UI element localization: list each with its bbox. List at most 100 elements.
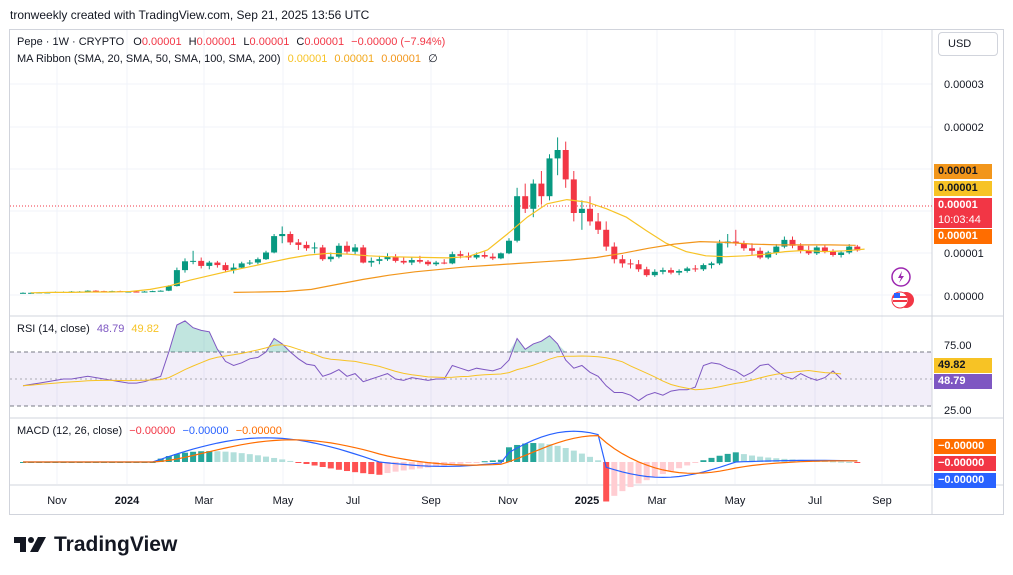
candle-body (570, 179, 577, 213)
candle-body (546, 158, 553, 197)
candle-body (335, 245, 342, 257)
candle-body (295, 242, 302, 245)
candle-body (20, 292, 26, 294)
macd-tag: −0.00000 (934, 473, 996, 488)
candle-body (416, 260, 423, 262)
macd-hist-bar (173, 454, 180, 462)
candle-body (230, 267, 237, 271)
candle-body (457, 254, 464, 256)
macd-hist-tag: −0.00000 (934, 439, 996, 454)
macd-signal-value: −0.00000 (235, 425, 282, 437)
lightning-icon[interactable] (891, 267, 911, 287)
macd-signal-tag: −0.00000 (934, 456, 996, 471)
macd-value: −0.00000 (182, 425, 229, 437)
candle-body (408, 260, 415, 263)
candle-body (603, 229, 610, 247)
sma-50-line (233, 240, 856, 293)
candles (20, 137, 861, 294)
macd-hist-bar (465, 462, 472, 463)
candle-body (392, 256, 399, 261)
candle-body (830, 251, 836, 255)
tradingview-logo[interactable]: TradingView (12, 533, 177, 557)
macd-hist-bar (254, 455, 261, 462)
rsi-overbought-area (168, 320, 566, 352)
macd-hist-bar (659, 462, 666, 475)
macd-hist-bar (538, 443, 545, 462)
candle-body (489, 256, 496, 259)
macd-hist-bar (854, 462, 861, 463)
macd-hist-bar (360, 462, 367, 474)
candle-body (222, 265, 229, 271)
macd-hist-value: −0.00000 (129, 425, 176, 437)
signal-line (23, 434, 858, 474)
macd-legend[interactable]: MACD (12, 26, close) −0.00000 −0.00000 −… (17, 425, 282, 437)
rsi-ma-value: 49.82 (131, 323, 159, 335)
close-value: 0.00001 (304, 36, 345, 48)
candle-body (214, 262, 221, 266)
last-price-tag: 0.00001 (934, 198, 992, 213)
macd-hist-bar (457, 462, 464, 464)
macd-hist-bar (303, 462, 310, 464)
low-value: 0.00001 (249, 36, 290, 48)
main-legend[interactable]: Pepe · 1W · CRYPTO O0.00001 H0.00001 L0.… (17, 36, 445, 48)
macd-hist-bar (271, 457, 278, 462)
rsi-tick: 75.00 (944, 340, 972, 352)
high-label: H (188, 36, 197, 48)
price-axis: 0.00003 0.00002 0.00001 0.00000 (944, 79, 984, 303)
candle-body (627, 263, 634, 265)
candle-body (846, 246, 853, 253)
candle-body (659, 270, 666, 272)
rsi-lines (22, 320, 842, 402)
currency-selector[interactable]: USD (938, 32, 998, 56)
ma-ribbon-title: MA Ribbon (SMA, 20, SMA, 50, SMA, 100, S… (17, 53, 281, 65)
macd-hist-bar (352, 462, 359, 473)
candle-body (781, 239, 788, 247)
candle-body (789, 239, 796, 246)
candle-body (587, 208, 593, 222)
candle-body (287, 234, 294, 243)
time-tick: Mar (648, 495, 667, 507)
tradingview-logo-icon (14, 537, 46, 552)
ma-legend[interactable]: MA Ribbon (SMA, 20, SMA, 50, SMA, 100, S… (17, 52, 438, 65)
ma-value-1: 0.00001 (287, 53, 328, 65)
candle-body (619, 259, 626, 264)
time-tick: Sep (421, 495, 441, 507)
candle-body (384, 256, 391, 260)
candle-body (157, 290, 164, 292)
macd-hist-bar (846, 461, 853, 463)
candle-body (327, 256, 334, 260)
macd-hist-bar (708, 457, 715, 462)
candle-body (749, 248, 755, 251)
price-tick: 0.00001 (944, 248, 984, 260)
gridlines (10, 30, 932, 484)
time-tick: Jul (808, 495, 822, 507)
macd-hist-bar (481, 461, 488, 463)
candle-body (765, 252, 772, 258)
candle-body (716, 243, 723, 264)
candle-body (400, 260, 407, 263)
macd-hist-bar (684, 462, 691, 466)
sma-20-line (31, 198, 865, 294)
candle-body (635, 264, 642, 270)
candle-body (311, 247, 318, 249)
rsi-legend[interactable]: RSI (14, close) 48.79 49.82 (17, 323, 159, 335)
macd-hist-bar (765, 457, 772, 462)
time-tick: 2024 (115, 495, 140, 507)
candle-body (651, 271, 658, 276)
candle-body (530, 183, 537, 209)
candle-body (206, 262, 213, 266)
macd-hist-bar (392, 462, 399, 472)
ma-value-2: 0.00001 (334, 53, 375, 65)
us-flag-icon[interactable] (891, 291, 914, 309)
candle-body (676, 270, 683, 273)
macd-hist-bar (570, 450, 577, 462)
macd-hist-bar (635, 462, 642, 484)
candle-body (28, 292, 35, 294)
candle-body (182, 261, 188, 271)
candle-body (303, 244, 310, 249)
candle-body (497, 253, 504, 259)
candle-body (149, 291, 156, 293)
macd-hist-bar (425, 462, 431, 468)
macd-hist-bar (676, 462, 683, 469)
